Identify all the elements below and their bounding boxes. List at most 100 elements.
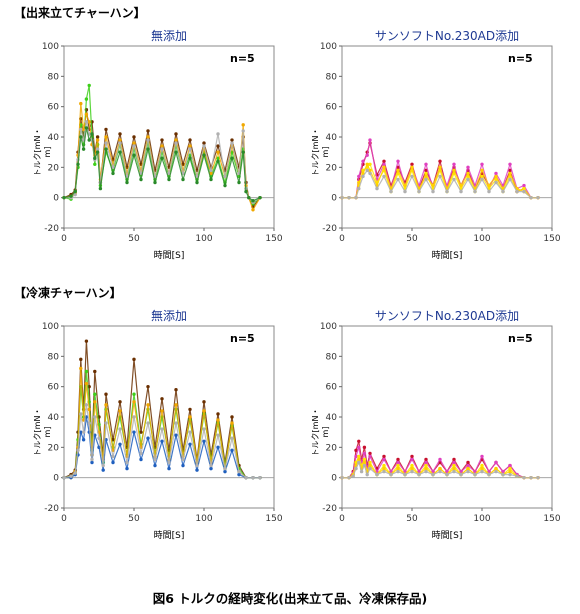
data-point [424,463,428,468]
data-point [508,162,512,166]
data-point [139,430,143,434]
data-point [90,132,94,136]
data-point [84,120,89,124]
data-point [73,189,77,194]
data-point [160,409,164,413]
data-point [452,469,456,474]
data-point [357,454,361,459]
data-point [125,180,129,185]
data-point [118,400,122,404]
data-point [202,439,206,443]
data-point [347,195,351,200]
data-point [81,127,86,132]
data-point [365,162,369,166]
data-point [466,171,470,176]
data-point [160,147,164,151]
data-point [118,442,122,446]
x-tick-label: 0 [339,514,345,524]
data-point [146,403,150,407]
y-tick-label: 40 [48,133,60,143]
data-point [139,457,143,462]
data-point [223,469,227,474]
data-point [188,407,192,412]
data-point [396,460,400,465]
data-point [445,469,449,474]
data-point [424,469,428,474]
n-annotation: n=5 [508,52,533,65]
data-point [354,195,358,200]
data-point [403,183,407,188]
y-tick-label: -20 [44,224,59,234]
data-point [357,174,361,179]
data-point [84,381,89,386]
data-point [132,415,136,419]
x-tick-label: 100 [473,514,490,524]
data-point [87,421,91,425]
data-point [501,469,505,474]
data-point [487,472,491,477]
data-point [230,138,234,142]
data-point [480,162,484,166]
data-point [139,451,143,456]
data-point [209,177,213,182]
data-point [424,460,428,465]
data-point [84,126,89,130]
y-tick-label: 20 [326,163,338,173]
data-point [104,147,108,151]
data-point [452,457,456,462]
data-point [69,474,73,478]
data-point [452,177,456,182]
data-point [529,475,533,480]
data-point [459,183,463,188]
data-point [466,460,470,465]
n-annotation: n=5 [230,52,255,65]
data-point [209,171,213,176]
data-point [438,466,442,471]
data-point [132,135,136,139]
data-point [160,397,164,401]
y-axis-label: トルク[mN・m] [311,127,330,177]
data-point [410,454,414,459]
data-point [410,165,414,170]
data-point [93,392,97,396]
data-point [522,186,526,191]
data-point [452,162,456,166]
chart-panel-fresh-sunsoft: -20 0 20 40 60 80 100 0 50 100 150 サンソフトNo.230AD添加… [298,24,568,264]
data-point [431,472,435,477]
data-point [153,180,157,185]
data-point [153,457,157,462]
y-tick-label: 60 [48,383,60,393]
data-point [93,415,97,419]
data-point [396,177,400,182]
data-point [202,153,206,157]
data-point [87,120,91,124]
data-point [223,466,227,471]
data-point [153,463,157,468]
data-point [160,156,164,160]
x-tick-label: 150 [543,514,560,524]
x-axis-label: 時間[S] [153,251,185,261]
y-tick-label: 100 [42,322,59,332]
data-point [424,168,428,173]
data-point [244,189,248,194]
data-point [132,144,136,148]
data-point [536,195,540,200]
data-point [515,189,519,194]
data-point [174,403,178,407]
data-point [396,463,400,468]
data-point [174,421,178,425]
data-point [368,171,372,176]
data-point [403,472,407,477]
data-point [501,189,505,194]
y-tick-label: 0 [331,474,337,484]
n-annotation: n=5 [508,332,533,345]
x-axis-label: 時間[S] [431,531,463,541]
y-tick-label: -20 [322,504,337,514]
data-point [515,474,519,478]
data-point [209,463,213,468]
data-point [73,192,77,197]
data-point [202,427,206,431]
data-point [188,147,192,151]
data-point [118,141,122,145]
